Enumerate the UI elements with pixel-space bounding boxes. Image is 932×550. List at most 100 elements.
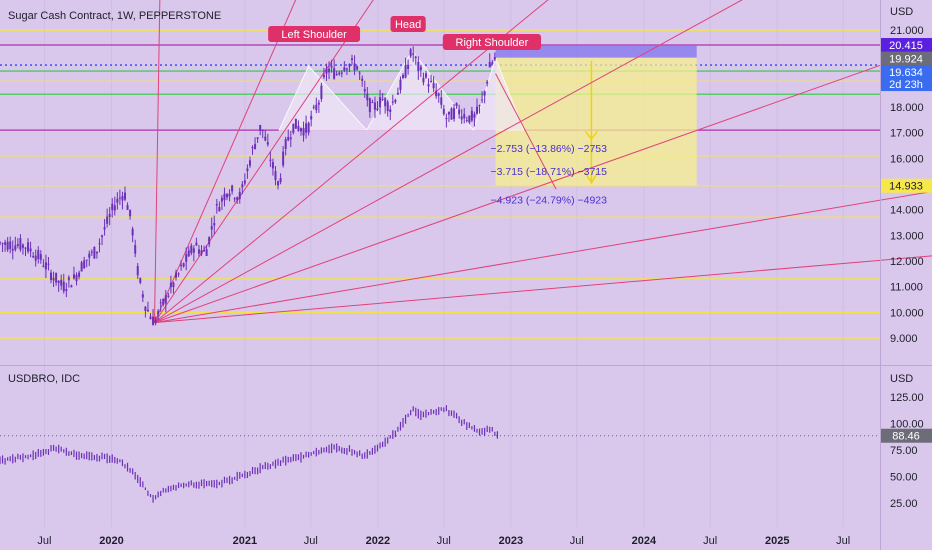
candle-body xyxy=(238,191,241,200)
candle-body xyxy=(72,274,75,279)
candle-body xyxy=(289,137,292,140)
candle-body xyxy=(80,262,83,272)
candle-body xyxy=(78,272,81,277)
candle-body xyxy=(435,90,438,97)
candle-body xyxy=(264,136,267,141)
candle-body xyxy=(197,249,200,254)
candle-body xyxy=(348,64,351,67)
x-tick-label: Jul xyxy=(437,535,451,547)
candle-body xyxy=(220,197,223,202)
candle-body xyxy=(356,66,359,70)
price-pane: Left Shoulder Head Right Shoulder −2.753 (−… xyxy=(0,0,932,339)
price-tick-label: 13.000 xyxy=(890,230,924,242)
price-tick-label: 18.000 xyxy=(890,102,924,114)
candle-body xyxy=(85,259,88,261)
measure-label: −3.715 (−18.71%) −3715 xyxy=(491,166,608,178)
candle-body xyxy=(123,192,126,200)
fan-line xyxy=(154,46,932,324)
candle-body xyxy=(136,266,139,276)
x-tick-label: 2022 xyxy=(366,535,390,547)
projection-line xyxy=(495,73,557,190)
candle-body xyxy=(215,204,218,206)
candle-body xyxy=(90,251,93,253)
candle-body xyxy=(473,114,476,118)
candle-body xyxy=(368,98,371,113)
candle-body xyxy=(223,193,226,201)
axis-layer: Jul 2020 2021 Jul 2022 Jul 2023 Jul 2024 Jul 2025 J… xyxy=(37,25,932,547)
candle-body xyxy=(274,171,277,180)
price-tag-current-bg xyxy=(881,51,932,66)
candle-body xyxy=(345,68,348,70)
candle-body xyxy=(146,309,149,312)
grid-layer xyxy=(43,0,844,527)
candle-body xyxy=(182,263,185,267)
candle-body xyxy=(333,68,336,79)
left-shoulder-label-bg xyxy=(268,26,361,42)
candle-body xyxy=(256,137,259,139)
candle-body xyxy=(361,78,364,81)
candle-body xyxy=(412,53,415,55)
candle-body xyxy=(241,184,244,188)
candle-body xyxy=(328,68,331,73)
candle-body xyxy=(233,198,236,200)
candle-body xyxy=(39,254,42,260)
candle-body xyxy=(37,250,40,260)
candle-body xyxy=(417,61,420,72)
candle-body xyxy=(294,118,297,129)
candle-body xyxy=(447,111,450,115)
candle-body xyxy=(177,273,180,275)
candle-body xyxy=(131,228,134,236)
price-tag-countdown: 2d 23h xyxy=(889,79,923,91)
top-unit-label: USD xyxy=(890,6,913,18)
candle-body xyxy=(195,242,198,246)
price-tag-countdown-bg xyxy=(881,77,932,92)
candle-body xyxy=(279,177,282,183)
candle-body xyxy=(338,72,341,75)
candle-body xyxy=(373,102,376,110)
candle-body xyxy=(88,253,91,258)
indicator-title: USDBRO, IDC xyxy=(8,373,80,385)
candle-body xyxy=(98,243,101,245)
candle-body xyxy=(287,136,290,141)
candle-body xyxy=(491,62,494,65)
candle-body xyxy=(32,256,35,258)
measure-label: −2.753 (−13.86%) −2753 xyxy=(491,143,608,155)
candle-body xyxy=(24,247,27,249)
measure-label: −4.923 (−24.79%) −4923 xyxy=(491,194,608,206)
candle-body xyxy=(322,74,325,78)
x-tick-label: Jul xyxy=(37,535,51,547)
price-tag-dotted-bg xyxy=(881,65,932,80)
candle-body xyxy=(52,277,55,281)
x-tick-label: 2024 xyxy=(632,535,657,547)
candle-body xyxy=(231,185,234,192)
candle-body xyxy=(299,128,302,132)
candle-body xyxy=(4,242,7,245)
candle-body xyxy=(424,73,427,78)
candle-body xyxy=(409,49,412,57)
candle-body xyxy=(430,80,433,82)
fan-line xyxy=(154,190,932,324)
candle-body xyxy=(481,99,484,101)
candle-body xyxy=(340,72,343,74)
candle-body xyxy=(14,245,17,250)
candle-body xyxy=(116,198,119,203)
bottom-unit-label: USD xyxy=(890,373,913,385)
candle-body xyxy=(320,85,323,99)
candle-body xyxy=(379,97,382,108)
candle-body xyxy=(210,226,213,230)
candle-body xyxy=(27,242,30,252)
candle-body xyxy=(437,93,440,96)
price-tick-label: 11.000 xyxy=(890,282,923,294)
price-tick-label: 16.000 xyxy=(890,153,924,165)
head-label: Head xyxy=(395,19,421,31)
usdbro-tick-label: 25.00 xyxy=(890,498,918,510)
candle-body xyxy=(399,79,402,90)
candle-body xyxy=(67,277,70,281)
candle-body xyxy=(376,108,379,110)
candle-body xyxy=(463,114,466,119)
usdbro-value-tag-bg xyxy=(881,428,932,443)
candle-body xyxy=(152,316,155,326)
candle-body xyxy=(44,262,47,270)
